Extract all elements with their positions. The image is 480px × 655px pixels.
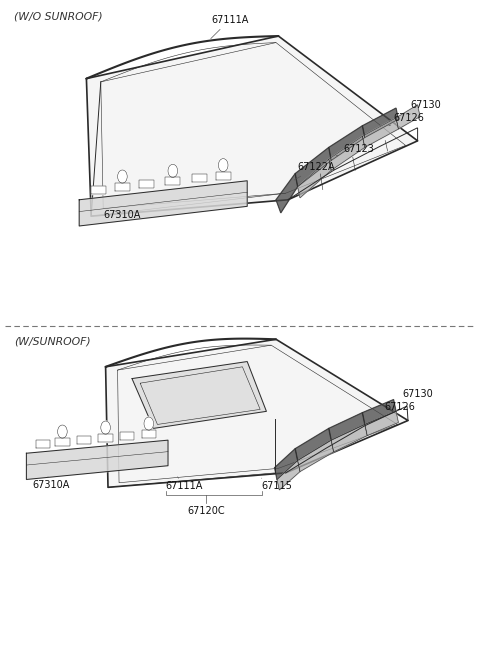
Polygon shape: [77, 436, 91, 444]
Polygon shape: [55, 438, 70, 446]
Polygon shape: [295, 428, 331, 460]
Polygon shape: [192, 174, 207, 182]
Polygon shape: [139, 180, 154, 188]
Polygon shape: [86, 36, 418, 216]
Text: 67122A: 67122A: [294, 162, 335, 180]
Polygon shape: [98, 434, 113, 442]
Text: 67111A: 67111A: [211, 14, 249, 39]
Circle shape: [168, 164, 178, 178]
Circle shape: [218, 159, 228, 172]
Text: 67120C: 67120C: [188, 506, 225, 515]
Polygon shape: [277, 460, 300, 490]
Polygon shape: [365, 411, 398, 436]
Polygon shape: [132, 362, 266, 428]
Polygon shape: [329, 126, 365, 160]
Polygon shape: [362, 108, 398, 138]
Polygon shape: [120, 432, 134, 440]
Polygon shape: [115, 183, 130, 191]
Polygon shape: [142, 430, 156, 438]
Circle shape: [144, 417, 154, 430]
Text: 67115: 67115: [262, 478, 292, 491]
Polygon shape: [329, 136, 365, 170]
Text: 67130: 67130: [409, 100, 441, 115]
Polygon shape: [275, 449, 298, 479]
Circle shape: [101, 421, 110, 434]
Circle shape: [118, 170, 127, 183]
Text: 67130: 67130: [402, 389, 433, 403]
Polygon shape: [79, 181, 247, 226]
Polygon shape: [165, 178, 180, 185]
Polygon shape: [362, 400, 396, 424]
Polygon shape: [106, 339, 408, 487]
Polygon shape: [216, 172, 231, 179]
Text: (W/O SUNROOF): (W/O SUNROOF): [14, 12, 103, 22]
Polygon shape: [298, 159, 331, 198]
Polygon shape: [91, 186, 106, 194]
Polygon shape: [276, 174, 298, 213]
Text: 67126: 67126: [389, 113, 424, 126]
Polygon shape: [396, 105, 420, 129]
Polygon shape: [331, 424, 367, 452]
Polygon shape: [298, 440, 334, 472]
Polygon shape: [362, 118, 398, 147]
Text: 67310A: 67310A: [103, 210, 141, 220]
Polygon shape: [295, 147, 331, 187]
Text: (W/SUNROOF): (W/SUNROOF): [14, 336, 91, 346]
Text: 67310A: 67310A: [33, 477, 70, 490]
Text: 67123: 67123: [336, 144, 374, 156]
Polygon shape: [329, 413, 365, 440]
Polygon shape: [36, 440, 50, 448]
Text: 67126: 67126: [384, 402, 415, 415]
Polygon shape: [26, 440, 168, 479]
Text: 67111A: 67111A: [166, 477, 203, 491]
Circle shape: [58, 425, 67, 438]
